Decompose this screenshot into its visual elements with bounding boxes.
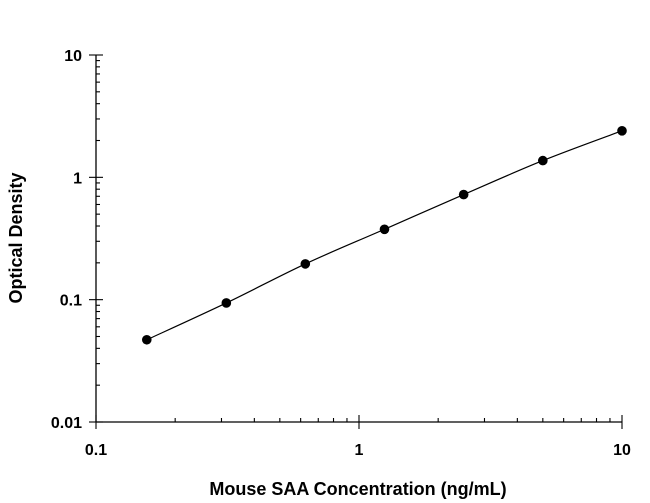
y-axis-title: Optical Density: [6, 172, 26, 303]
y-tick-label-3: 10: [64, 48, 82, 65]
x-tick-label-0: 0.1: [85, 442, 107, 459]
y-tick-labels: 0.01 0.1 1 10: [51, 48, 82, 432]
x-tick-label-1: 1: [355, 442, 364, 459]
data-point-4: [458, 189, 469, 200]
axes: [95, 55, 622, 423]
y-tick-label-0: 0.01: [51, 415, 82, 432]
x-tick-labels: 0.1 1 10: [85, 442, 631, 459]
data-point-5: [538, 155, 548, 166]
data-point-2: [300, 259, 311, 269]
y-tick-label-2: 1: [73, 170, 82, 187]
data-point-6: [617, 126, 627, 136]
data-point-1: [221, 298, 232, 308]
data-point-3: [379, 224, 390, 235]
data-points: [141, 126, 627, 345]
y-tick-label-1: 0.1: [60, 293, 82, 310]
data-point-0: [141, 334, 152, 345]
y-axis-ticks: [89, 54, 103, 423]
x-axis-title: Mouse SAA Concentration (ng/mL): [209, 479, 506, 499]
x-tick-label-2: 10: [613, 442, 631, 459]
fit-curve: [146, 130, 623, 341]
x-axis-ticks: [95, 415, 623, 429]
